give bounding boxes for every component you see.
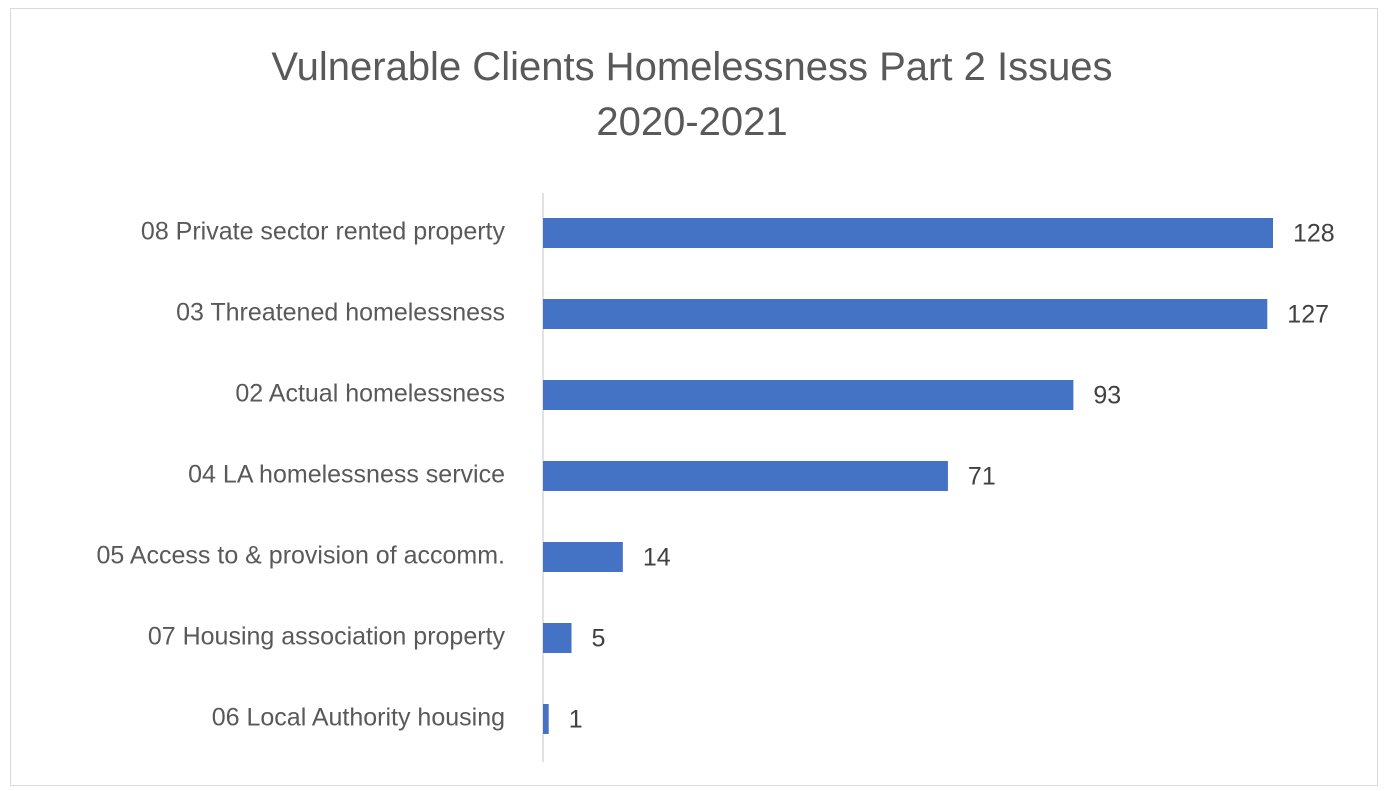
data-label: 128	[1293, 220, 1335, 248]
category-label: 08 Private sector rented property	[141, 218, 506, 246]
chart-title-line-2: 2020-2021	[596, 100, 788, 144]
bars-group: 08 Private sector rented property 128 03 T…	[96, 218, 1335, 734]
data-label: 14	[643, 544, 671, 572]
chart-title: Vulnerable Clients Homelessness Part 2 I…	[0, 40, 1384, 150]
bar	[543, 461, 948, 491]
category-label: 04 LA homelessness service	[188, 461, 505, 489]
category-label: 02 Actual homelessness	[235, 380, 505, 408]
category-label: 06 Local Authority housing	[212, 704, 505, 732]
bar	[543, 623, 572, 653]
bar	[543, 218, 1273, 248]
data-label: 127	[1287, 301, 1329, 329]
data-label: 1	[569, 706, 583, 734]
bar	[543, 299, 1268, 329]
bar	[543, 380, 1074, 410]
data-label: 71	[968, 463, 996, 491]
bar	[543, 704, 549, 734]
data-label: 5	[592, 625, 606, 653]
bar	[543, 542, 623, 572]
category-label: 03 Threatened homelessness	[176, 299, 505, 327]
data-label: 93	[1093, 382, 1121, 410]
chart-title-line-1: Vulnerable Clients Homelessness Part 2 I…	[271, 45, 1113, 89]
category-label: 07 Housing association property	[148, 623, 506, 651]
category-label: 05 Access to & provision of accomm.	[96, 542, 505, 570]
